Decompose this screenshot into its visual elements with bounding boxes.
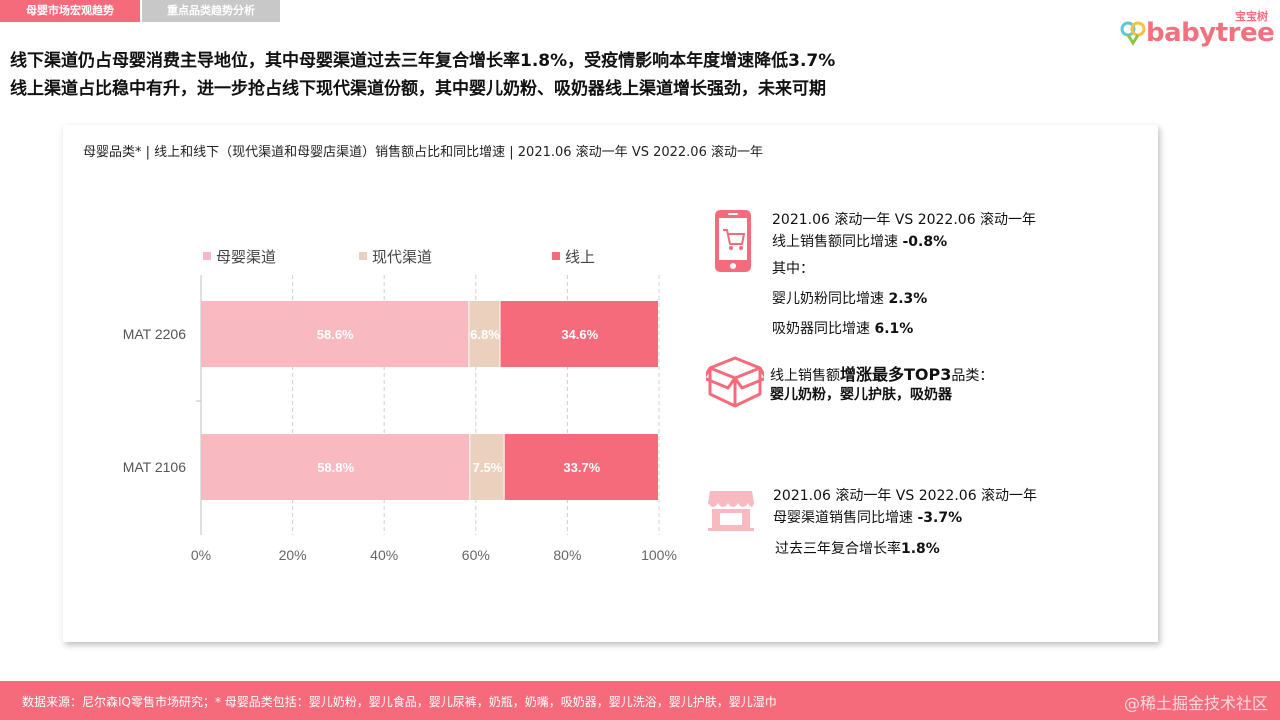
x-tick-label: 20% [279,547,307,563]
legend-swatch [203,252,211,260]
legend-label: 线上 [565,248,595,266]
babytree-logo: 宝宝树 babytree [1120,8,1275,48]
legend-label: 母婴渠道 [216,248,276,266]
online-among: 其中： [772,261,814,277]
chart-title: 母婴品类* | 线上和线下（现代渠道和母婴店渠道）销售额占比和同比增速 | 20… [83,145,763,160]
top3-suffix: 品类： [951,368,994,384]
stacked-bar-chart: 0% 20% 40% 60% 80% 100% 母婴渠道 现代渠道 线上 MAT 2206 58.6… [123,248,677,563]
online-growth-label: 线上销售额同比增速 [772,234,903,250]
data-label: 34.6% [561,327,598,342]
x-tick-label: 100% [641,547,677,563]
headline-1: 线下渠道仍占母婴消费主导地位，其中母婴渠道过去三年复合增长率1.8%，受疫情影响… [10,51,836,71]
tab-market-trend[interactable]: 母婴市场宏观趋势 [0,0,140,22]
logo-chinese-name: 宝宝树 [1235,10,1268,23]
legend-swatch [359,252,367,260]
online-growth: 线上销售额同比增速 -0.8% [772,231,947,251]
store-growth-label: 母婴渠道销售同比增速 [773,510,918,526]
x-tick-label: 0% [191,547,211,563]
legend-swatch [552,252,560,260]
pump-growth-label: 吸奶器同比增速 [772,321,875,337]
logo-mark-icon [1120,21,1146,46]
bar-segment [504,434,658,500]
x-tick-label: 80% [553,547,581,563]
bar-segment [469,301,500,367]
bar-segment [500,301,658,367]
online-growth-value: -0.8% [902,234,948,250]
data-label: 58.6% [317,327,354,342]
store-cagr-value: 1.8% [901,541,940,557]
x-tick-label: 60% [462,547,490,563]
watermark: @稀土掘金技术社区 [1123,694,1268,713]
store-icon [708,491,754,531]
x-tick-label: 40% [370,547,398,563]
box-icon [706,356,764,408]
store-growth: 母婴渠道销售同比增速 -3.7% [773,507,962,527]
category-label: MAT 2206 [123,326,187,342]
pump-growth: 吸奶器同比增速 6.1% [772,318,913,338]
top3-title: 线上销售额增涨最多TOP3品类： [770,361,993,385]
store-growth-value: -3.7% [917,510,963,526]
top3-prefix: 线上销售额 [770,368,840,384]
data-label: 33.7% [563,460,600,475]
formula-growth: 婴儿奶粉同比增速 2.3% [772,288,927,308]
top-tabs: 母婴市场宏观趋势 重点品类趋势分析 [0,0,280,22]
top3-bold: 增涨最多TOP3 [840,365,952,384]
formula-growth-label: 婴儿奶粉同比增速 [772,291,889,307]
tab-category-trend[interactable]: 重点品类趋势分析 [142,0,280,22]
logo-word: babytree [1146,18,1275,48]
data-source: 数据来源：尼尔森IQ零售市场研究；* 母婴品类包括：婴儿奶粉，婴儿食品，婴儿尿裤… [22,695,777,709]
footer-bar: 数据来源：尼尔森IQ零售市场研究；* 母婴品类包括：婴儿奶粉，婴儿食品，婴儿尿裤… [0,681,1280,720]
data-label: 6.8% [470,327,500,342]
headline-2: 线上渠道占比稳中有升，进一步抢占线下现代渠道份额，其中婴儿奶粉、吸奶器线上渠道增… [10,79,826,99]
data-label: 7.5% [473,460,503,475]
store-period: 2021.06 滚动一年 VS 2022.06 滚动一年 [773,488,1038,504]
category-label: MAT 2106 [123,459,187,475]
formula-growth-value: 2.3% [888,291,928,307]
pump-growth-value: 6.1% [874,321,914,337]
bar-segment [201,434,470,500]
bar-segment [470,434,504,500]
legend-label: 现代渠道 [372,248,432,266]
online-period: 2021.06 滚动一年 VS 2022.06 滚动一年 [772,212,1037,228]
data-label: 58.8% [317,460,354,475]
bar-segment [201,301,469,367]
phone-cart-icon [715,210,751,272]
top3-list: 婴儿奶粉，婴儿护肤，吸奶器 [770,387,952,403]
store-cagr-label: 过去三年复合增长率 [775,541,901,557]
chart-card: 母婴品类* | 线上和线下（现代渠道和母婴店渠道）销售额占比和同比增速 | 20… [63,125,1158,642]
store-cagr: 过去三年复合增长率1.8% [775,538,940,558]
